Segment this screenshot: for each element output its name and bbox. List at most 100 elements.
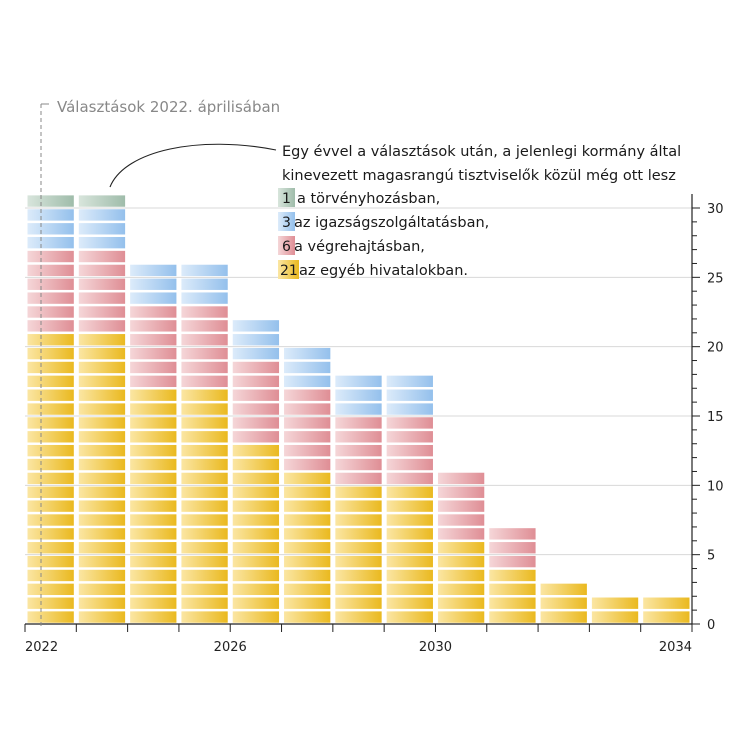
x-tick-label: 2022 — [25, 640, 58, 655]
bar-unit — [335, 583, 382, 596]
bar-unit — [437, 569, 485, 582]
legend-swatch-torvenyhozas — [278, 188, 295, 207]
bar-unit — [232, 458, 280, 471]
bar-unit — [78, 264, 126, 277]
bar-unit — [130, 361, 177, 374]
bar-unit — [232, 486, 280, 498]
legend-num-vegrehajtas: 6 — [282, 239, 291, 255]
bar-unit — [181, 431, 228, 443]
bar-unit — [78, 528, 126, 540]
bar-unit — [591, 597, 639, 609]
bar-unit — [130, 431, 177, 443]
y-tick-label: 30 — [707, 202, 724, 217]
bar-unit — [386, 375, 433, 388]
legend-num-egyeb: 21 — [280, 263, 298, 279]
bar-unit — [27, 431, 74, 443]
bar-unit — [335, 597, 382, 609]
bar-unit — [130, 500, 177, 512]
bar-unit — [27, 597, 74, 609]
bar-unit — [232, 597, 280, 609]
legend-text-egyeb: az egyéb hivatalokban. — [299, 263, 468, 279]
bar-unit — [78, 611, 126, 623]
bar-unit — [78, 444, 126, 457]
bar-unit — [78, 500, 126, 512]
annotation: Egy évvel a választások után, a jelenleg… — [109, 143, 681, 279]
bar-unit — [78, 583, 126, 596]
bar-unit — [27, 209, 74, 221]
bar-unit — [386, 403, 433, 415]
bar-unit — [27, 569, 74, 582]
gridlines — [25, 207, 692, 556]
bar-unit — [181, 486, 228, 498]
bar-unit — [643, 597, 690, 609]
bar-unit — [437, 542, 485, 554]
bar-unit — [284, 486, 331, 498]
bar-unit — [489, 528, 536, 540]
bar-unit — [130, 514, 177, 526]
bar-unit — [78, 403, 126, 415]
bar-unit — [78, 236, 126, 249]
bar-unit — [335, 472, 382, 485]
bar-unit — [232, 334, 280, 346]
bar-unit — [284, 417, 331, 429]
bar-unit — [130, 583, 177, 596]
bar-unit — [130, 389, 177, 401]
bar-unit — [27, 583, 74, 596]
bar-unit — [232, 583, 280, 596]
bar-unit — [78, 375, 126, 388]
bar-unit — [78, 458, 126, 471]
bar-unit — [130, 611, 177, 623]
bar-unit — [284, 597, 331, 609]
bar-unit — [284, 458, 331, 471]
annotation-leader-curve — [109, 143, 277, 188]
bar-unit — [284, 528, 331, 540]
bar-unit — [181, 555, 228, 568]
bar-unit — [232, 320, 280, 332]
bar-unit — [78, 292, 126, 304]
bar-unit — [335, 444, 382, 457]
bar-unit — [27, 389, 74, 401]
axes: 2022 2026 2030 2034 0 5 10 15 20 25 30 — [24, 194, 724, 655]
bar-unit — [181, 569, 228, 582]
bar-unit — [386, 514, 433, 526]
bar-unit — [335, 389, 382, 401]
bar-unit — [386, 431, 433, 443]
bar-unit — [181, 389, 228, 401]
bar-unit — [284, 555, 331, 568]
bar-unit — [437, 514, 485, 526]
bar-unit — [27, 458, 74, 471]
bar-unit — [130, 417, 177, 429]
bar-unit — [335, 458, 382, 471]
bar-unit — [130, 528, 177, 540]
bar-unit — [27, 306, 74, 318]
bar-unit — [386, 583, 433, 596]
bar-unit — [27, 347, 74, 360]
bar-unit — [27, 472, 74, 485]
bar-unit — [489, 597, 536, 609]
bar-unit — [232, 542, 280, 554]
bar-unit — [27, 320, 74, 332]
bar-unit — [27, 292, 74, 304]
bar-unit — [489, 611, 536, 623]
bar-unit — [181, 306, 228, 318]
bar-unit — [335, 528, 382, 540]
bar-unit — [130, 486, 177, 498]
bar-unit — [232, 500, 280, 512]
y-tick-label: 0 — [707, 618, 715, 633]
bar-unit — [27, 486, 74, 498]
bar-unit — [489, 583, 536, 596]
x-tick-label: 2030 — [419, 640, 452, 655]
bar-unit — [335, 417, 382, 429]
bar-unit — [181, 583, 228, 596]
bar-unit — [27, 444, 74, 457]
bar-unit — [78, 195, 126, 207]
bar-unit — [232, 347, 280, 360]
bar-unit — [181, 264, 228, 277]
bar-unit — [386, 542, 433, 554]
bar-unit — [232, 555, 280, 568]
bar-unit — [27, 195, 74, 207]
bar-unit — [540, 597, 587, 609]
bar-unit — [232, 611, 280, 623]
bar-unit — [78, 278, 126, 290]
